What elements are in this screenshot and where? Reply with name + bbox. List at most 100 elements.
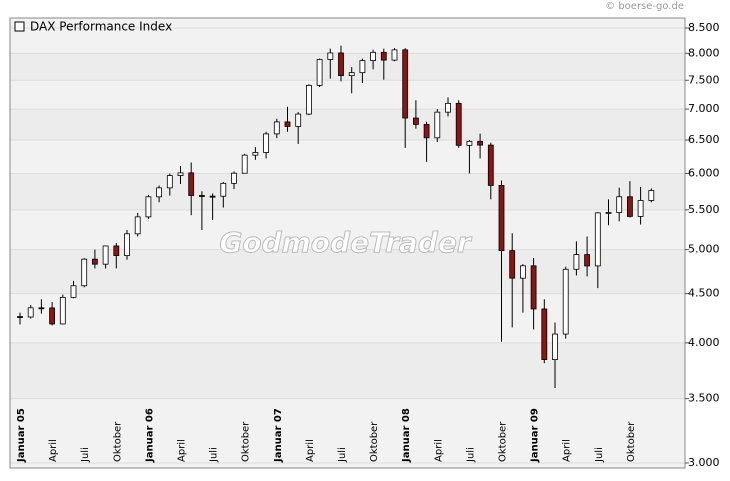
candle-body [284, 121, 291, 127]
candle-body [552, 333, 558, 360]
candle-body [295, 113, 302, 127]
candle-body [637, 200, 644, 217]
candle-body [316, 59, 323, 86]
candle-body [49, 307, 55, 325]
grid-band [10, 293, 685, 343]
candle-body [584, 254, 590, 267]
y-tick-label: 3.500 [688, 392, 720, 405]
candle-body [81, 258, 88, 287]
candle-body [359, 60, 366, 74]
candle-body [241, 154, 248, 174]
plot-area [10, 18, 685, 468]
y-tick-label: 8.500 [688, 21, 720, 34]
candle-body [487, 144, 494, 186]
candle-body [327, 52, 334, 60]
candle-body [391, 49, 398, 61]
x-tick-label: Juli [465, 447, 476, 463]
x-tick-label: Juli [337, 447, 348, 463]
candle-body [102, 245, 109, 265]
grid-band [10, 249, 685, 294]
candle-body [27, 307, 34, 318]
candle-body [166, 175, 173, 189]
y-tick-label: 6.000 [688, 166, 720, 179]
x-tick-label: Januar 06 [144, 408, 155, 463]
x-tick-label: Oktober [112, 421, 123, 462]
x-tick-label: April [562, 439, 573, 462]
y-tick-label: 5.500 [688, 203, 720, 216]
grid-band [10, 28, 685, 54]
x-tick-label: Januar 08 [401, 408, 412, 463]
candle-body [423, 124, 430, 139]
watermark-logo: GodmodeTrader [219, 226, 472, 259]
candle-body [412, 117, 419, 125]
candle-body [541, 308, 548, 360]
x-tick-label: Januar 07 [273, 408, 284, 463]
y-tick-label: 7.000 [688, 102, 720, 115]
x-tick-label: Juli [209, 447, 220, 463]
candle-body [188, 172, 195, 196]
candle-body [616, 196, 623, 213]
x-tick-label: Oktober [241, 421, 252, 462]
candle-body [134, 216, 141, 235]
x-tick-label: Oktober [626, 421, 637, 462]
grid-band [10, 463, 685, 468]
candle-body [445, 102, 451, 113]
legend-swatch [14, 21, 25, 32]
candle-body [509, 250, 516, 279]
candle-body [177, 172, 184, 176]
candle-body [92, 258, 98, 265]
grid-band [10, 53, 685, 81]
candle-body [627, 196, 633, 217]
candle-body [124, 233, 130, 257]
x-tick-label: April [177, 439, 188, 462]
candle-body [145, 196, 152, 218]
candle-body [562, 268, 569, 335]
grid-band [10, 18, 685, 28]
x-tick-label: Juli [80, 447, 91, 463]
candle-body [605, 212, 612, 214]
candle-body [573, 254, 580, 270]
candle-body [113, 245, 120, 257]
candle-body [338, 52, 344, 77]
candle-body [434, 111, 441, 139]
candle-body [231, 172, 237, 184]
x-tick-label: Oktober [498, 421, 509, 462]
x-tick-label: Januar 09 [530, 408, 541, 463]
grid-band [10, 398, 685, 463]
candle-body [263, 133, 270, 153]
y-tick-label: 6.500 [688, 133, 720, 146]
candle-body [477, 140, 484, 146]
x-tick-label: Januar 05 [16, 408, 27, 463]
y-tick-label: 4.000 [688, 336, 720, 349]
candle-body [466, 140, 473, 146]
candle-body [520, 265, 526, 279]
candle-body [530, 265, 537, 310]
y-tick-label: 7.500 [688, 73, 720, 86]
candle-body [59, 296, 66, 325]
candle-body [220, 182, 227, 197]
legend-label: DAX Performance Index [30, 20, 172, 34]
candle-body [348, 72, 355, 77]
y-tick-label: 8.000 [688, 46, 720, 59]
x-tick-label: Oktober [369, 421, 380, 462]
candle-body [17, 316, 23, 318]
y-tick-label: 3.000 [688, 456, 720, 469]
source: © boerse-go.de [605, 1, 684, 12]
x-tick-label: April [305, 439, 316, 462]
grid-band [10, 80, 685, 110]
candle-body [380, 51, 387, 61]
grid-band [10, 342, 685, 399]
candle-body [402, 49, 409, 119]
candle-body [38, 307, 45, 310]
y-tick-label: 5.000 [688, 243, 720, 256]
candle-body [594, 212, 601, 267]
x-tick-label: April [433, 439, 444, 462]
candle-body [156, 187, 163, 198]
candle-body [252, 152, 259, 156]
candle-body [209, 195, 216, 198]
x-tick-label: April [48, 439, 59, 462]
grid-band [10, 140, 685, 174]
candle-body [70, 285, 77, 298]
candle-body [370, 51, 377, 61]
